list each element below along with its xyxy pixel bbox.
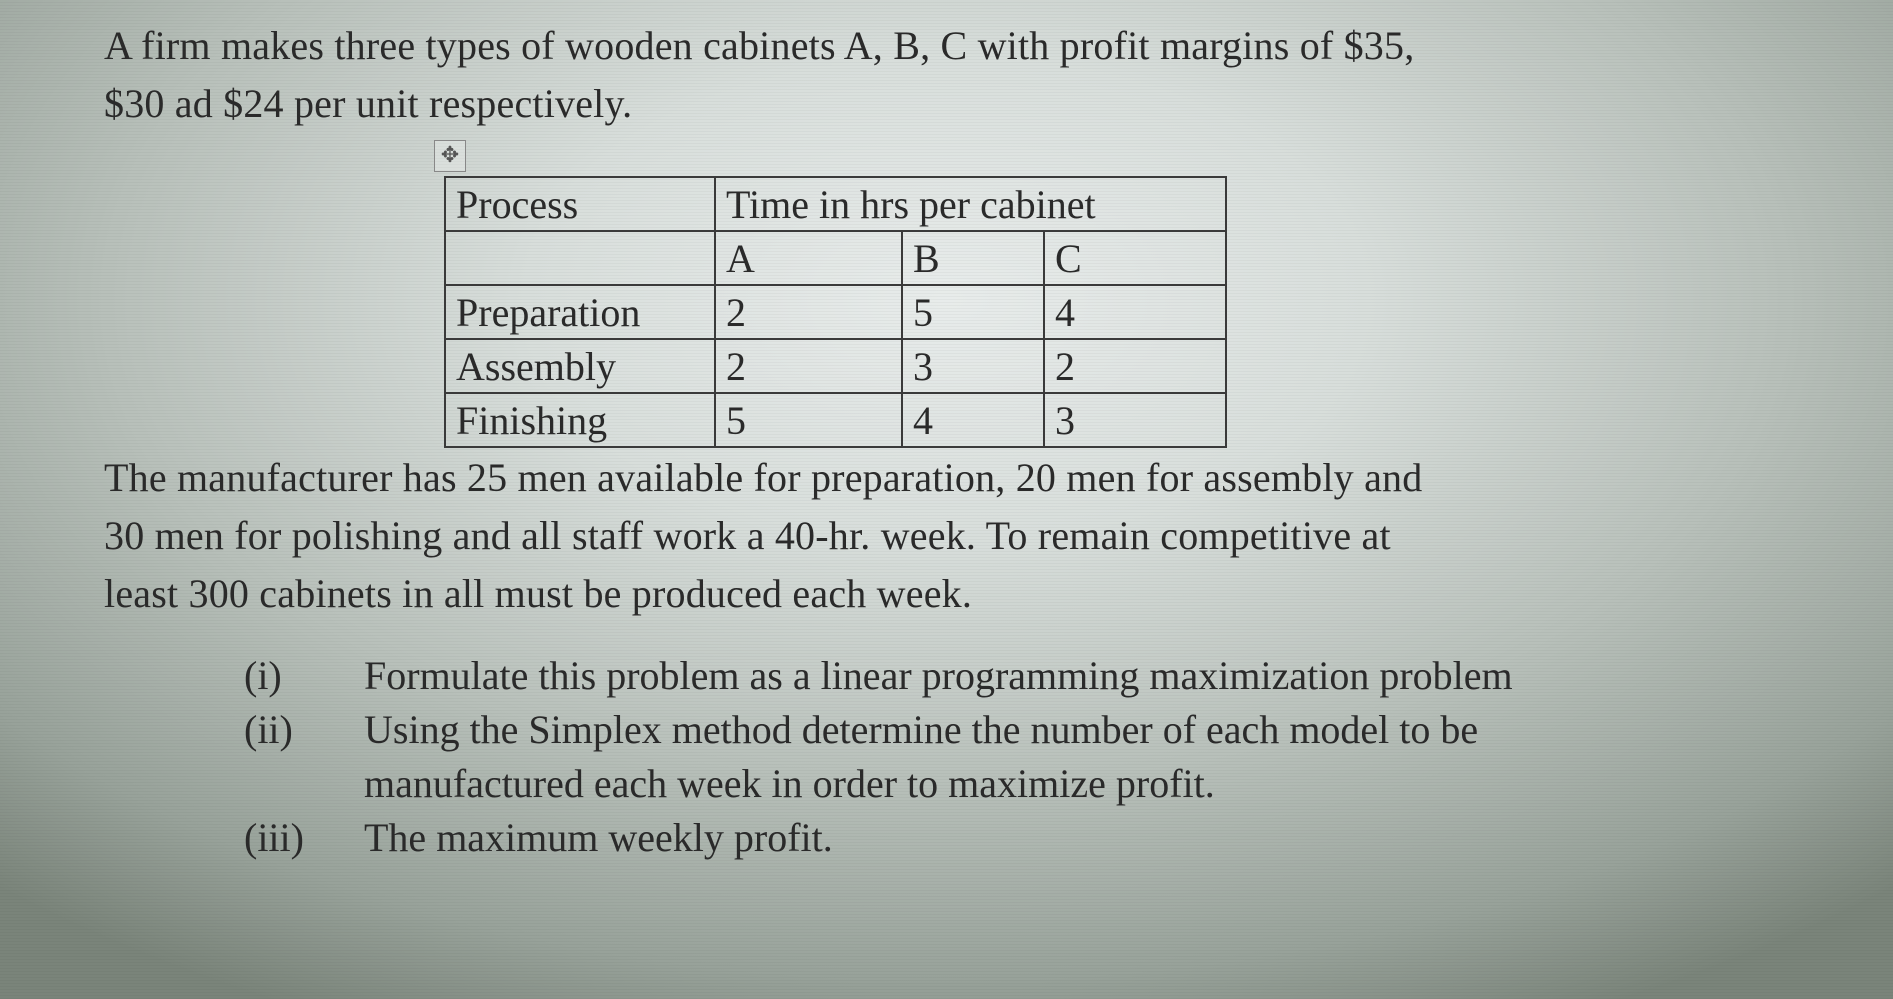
question-iii: (iii) The maximum weekly profit.	[244, 812, 1804, 864]
question-list: (i) Formulate this problem as a linear p…	[244, 650, 1804, 864]
question-number-blank	[244, 758, 364, 810]
header-process: Process	[445, 177, 715, 231]
cell-b: 3	[902, 339, 1044, 393]
cell-c: 2	[1044, 339, 1226, 393]
cell-process: Assembly	[445, 339, 715, 393]
cell-a: 2	[715, 339, 902, 393]
question-ii: (ii) Using the Simplex method determine …	[244, 704, 1804, 756]
intro-line-2: $30 ad $24 per unit respectively.	[104, 78, 1804, 130]
intro-line-1: A firm makes three types of wooden cabin…	[104, 20, 1804, 72]
header-col-c: C	[1044, 231, 1226, 285]
question-text: Using the Simplex method determine the n…	[364, 704, 1804, 756]
followup-line-2: 30 men for polishing and all staff work …	[104, 510, 1804, 562]
question-i: (i) Formulate this problem as a linear p…	[244, 650, 1804, 702]
move-anchor-icon: ✥	[434, 140, 466, 172]
cell-b: 5	[902, 285, 1044, 339]
question-number: (iii)	[244, 812, 364, 864]
header-blank	[445, 231, 715, 285]
problem-page: A firm makes three types of wooden cabin…	[104, 20, 1804, 866]
cell-process: Finishing	[445, 393, 715, 447]
question-text: The maximum weekly profit.	[364, 812, 1804, 864]
question-text: manufactured each week in order to maxim…	[364, 758, 1804, 810]
question-number: (i)	[244, 650, 364, 702]
question-number: (ii)	[244, 704, 364, 756]
process-time-table: Process Time in hrs per cabinet A B C Pr…	[444, 176, 1227, 448]
header-col-a: A	[715, 231, 902, 285]
followup-line-1: The manufacturer has 25 men available fo…	[104, 452, 1804, 504]
table-row: Preparation 2 5 4	[445, 285, 1226, 339]
table-row: Assembly 2 3 2	[445, 339, 1226, 393]
table-row: Finishing 5 4 3	[445, 393, 1226, 447]
cell-b: 4	[902, 393, 1044, 447]
cell-c: 3	[1044, 393, 1226, 447]
header-col-b: B	[902, 231, 1044, 285]
time-table: Process Time in hrs per cabinet A B C Pr…	[444, 176, 1804, 448]
cell-a: 2	[715, 285, 902, 339]
cell-a: 5	[715, 393, 902, 447]
cell-process: Preparation	[445, 285, 715, 339]
header-time: Time in hrs per cabinet	[715, 177, 1226, 231]
cell-c: 4	[1044, 285, 1226, 339]
table-header-row-2: A B C	[445, 231, 1226, 285]
followup-line-3: least 300 cabinets in all must be produc…	[104, 568, 1804, 620]
question-ii-cont: manufactured each week in order to maxim…	[244, 758, 1804, 810]
table-header-row-1: Process Time in hrs per cabinet	[445, 177, 1226, 231]
question-text: Formulate this problem as a linear progr…	[364, 650, 1804, 702]
